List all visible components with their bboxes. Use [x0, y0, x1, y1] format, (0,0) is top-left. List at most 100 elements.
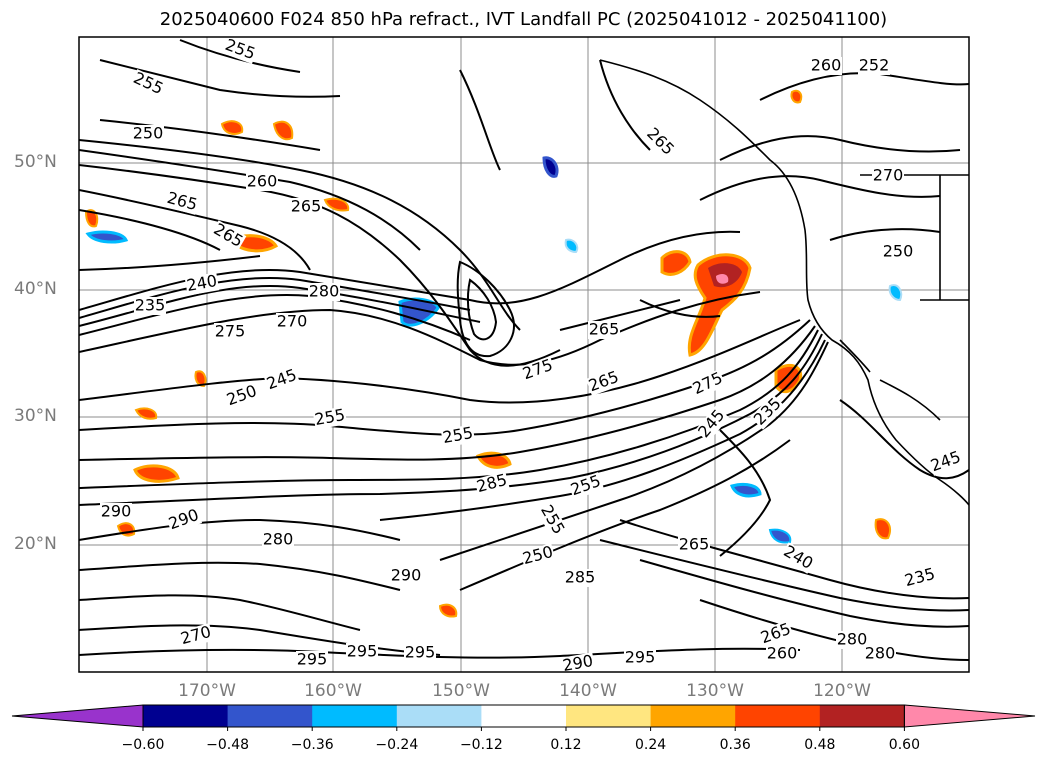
contour-label: 295 — [347, 642, 378, 661]
lat-label-20n: 20°N — [14, 534, 57, 554]
contour-label-halo — [223, 382, 261, 410]
plot-frame — [78, 36, 970, 673]
contour-label-halo — [624, 649, 656, 667]
colorbar-tick-label: −0.12 — [459, 737, 503, 753]
contour-label: 280 — [865, 644, 896, 663]
shade-patch — [774, 363, 803, 394]
contour-label-halo — [132, 125, 164, 143]
lon-label-160w: 160°W — [304, 681, 362, 701]
contour-label: 280 — [263, 530, 294, 549]
colorbar-tick-label: −0.24 — [375, 737, 419, 753]
shade-patch — [564, 238, 579, 254]
colorbar-tick-label: 0.12 — [550, 737, 582, 753]
contour-label-halo — [474, 471, 510, 497]
contour-label-halo — [927, 448, 965, 476]
contour-label-halo — [560, 652, 596, 672]
contour-label: 270 — [873, 166, 904, 185]
shade-patch — [729, 482, 762, 498]
shade-patch — [272, 120, 294, 141]
gridlines — [79, 37, 969, 672]
contour-label-halo — [165, 506, 203, 534]
contour-label: 295 — [297, 650, 328, 669]
coastline — [599, 59, 969, 506]
contour-label-halo — [214, 323, 246, 341]
contour-label-halo — [404, 644, 436, 662]
contour-label: 265 — [589, 320, 620, 339]
contour-label-halo — [100, 503, 132, 521]
contour-label-halo — [221, 37, 259, 64]
colorbar-tick-label: −0.36 — [290, 737, 334, 753]
contour-label: 250 — [883, 242, 914, 261]
contour-label-halo — [262, 531, 294, 549]
contour-label: 280 — [837, 630, 868, 649]
contour-label-halo — [178, 623, 214, 649]
contour-label-halo — [694, 405, 730, 443]
colorbar-swatch — [735, 705, 821, 727]
colorbar-extend-low — [11, 704, 144, 728]
shade-patch — [220, 120, 244, 135]
contour-label-halo — [642, 124, 678, 160]
colorbar — [11, 704, 1036, 731]
colorbar-tick-label: 0.48 — [804, 737, 836, 753]
contour-label-halo — [810, 57, 842, 75]
shade-patch — [323, 197, 350, 212]
contour-label-halo — [864, 645, 896, 663]
refractivity-shading — [84, 89, 903, 618]
lat-label-30n: 30°N — [14, 406, 57, 426]
contour-label-halo — [519, 356, 557, 384]
contour-label: 260 — [811, 56, 842, 75]
contour-label-halo — [766, 645, 798, 663]
plot-area — [79, 37, 969, 672]
contour-label-halo — [585, 368, 623, 396]
contour-label-halo — [440, 424, 476, 448]
contour-label-halo — [209, 220, 247, 252]
contour-label: 295 — [625, 648, 656, 667]
lon-label-140w: 140°W — [559, 681, 617, 701]
contour-label: 265 — [679, 535, 710, 554]
contour-label-halo — [567, 472, 605, 500]
contour-label-halo — [750, 394, 786, 430]
contour-label-halo — [129, 69, 167, 99]
shade-patch — [133, 464, 180, 483]
contour-label-halo — [312, 406, 348, 430]
shade-patch — [874, 518, 892, 540]
contour-label: 260 — [247, 172, 278, 191]
colorbar-swatch — [227, 705, 313, 727]
lat-label-40n: 40°N — [14, 279, 57, 299]
contour-label-halo — [296, 651, 328, 669]
colorbar-swatch — [481, 705, 567, 727]
shade-patch — [790, 89, 803, 104]
contour-label: 290 — [561, 651, 594, 675]
colorbar-extend-high — [903, 704, 1036, 728]
contour-label: 275 — [215, 322, 246, 341]
contour-label-halo — [858, 57, 890, 75]
colorbar-tick-label: 0.24 — [635, 737, 667, 753]
contour-label-halo — [184, 272, 220, 296]
contour-label-halo — [678, 536, 710, 554]
contour-label-halo — [164, 189, 200, 215]
shade-patch — [438, 603, 458, 618]
colorbar-swatch — [143, 705, 229, 727]
colorbar-swatch — [819, 705, 905, 727]
colorbar-swatch — [650, 705, 736, 727]
contour-label-halo — [902, 565, 938, 591]
contour-label: 270 — [277, 312, 308, 331]
shade-patch — [85, 230, 129, 244]
colorbar-tick-label: 0.60 — [888, 737, 920, 753]
contour-label-halo — [263, 366, 301, 394]
contour-label-halo — [882, 243, 914, 261]
contour-label-halo — [520, 543, 556, 569]
contour-label-halo — [346, 643, 378, 661]
contour-label: 250 — [133, 124, 164, 143]
contour-label: 290 — [391, 566, 422, 585]
shade-patch — [542, 156, 559, 178]
contour-label-halo — [872, 167, 904, 185]
contour-label-halo — [536, 501, 568, 539]
contour-label: 265 — [291, 197, 322, 216]
shade-patch — [768, 528, 792, 544]
contour-label-halo — [564, 569, 596, 587]
contour-label-halo — [290, 198, 322, 216]
colorbar-tick-label: −0.60 — [121, 737, 165, 753]
contour-label: 260 — [767, 644, 798, 663]
